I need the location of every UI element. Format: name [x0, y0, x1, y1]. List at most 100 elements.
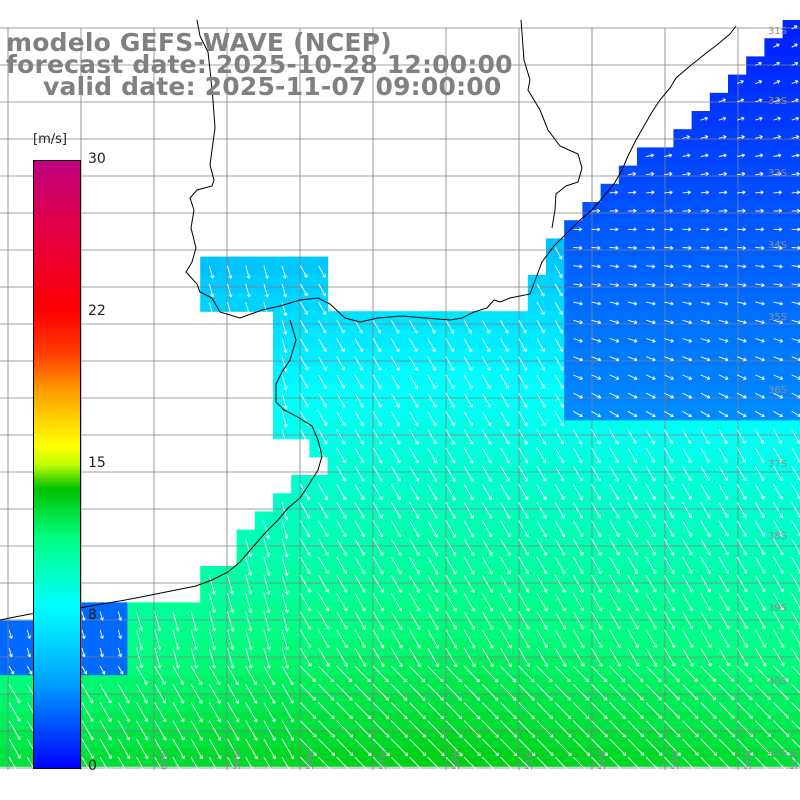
- wind-arrow-head: [254, 757, 258, 760]
- wind-arrow-head: [677, 772, 681, 775]
- wind-arrow: [536, 411, 546, 426]
- wind-arrow-head: [725, 282, 729, 286]
- wind-arrow-head: [469, 386, 473, 390]
- wind-arrow-head: [266, 591, 270, 595]
- wind-arrow-head: [471, 609, 475, 612]
- wind-arrow: [609, 483, 619, 500]
- wind-arrow: [773, 374, 783, 380]
- wind-arrow-head: [541, 386, 546, 390]
- wind-arrow: [645, 702, 663, 719]
- wind-arrow: [591, 447, 601, 463]
- wind-arrow-head: [561, 497, 565, 501]
- wind-arrow-head: [579, 479, 583, 482]
- wind-arrow: [627, 247, 637, 249]
- lon-label: 54W: [598, 749, 608, 770]
- wind-arrow-head: [778, 460, 783, 463]
- wind-arrow-head: [370, 752, 372, 756]
- wind-arrow-head: [669, 171, 673, 175]
- wind-arrow: [682, 247, 692, 249]
- wind-arrow-head: [694, 698, 698, 701]
- wind-arrow: [518, 593, 530, 612]
- wind-arrow-head: [322, 349, 327, 352]
- wind-arrow-head: [706, 247, 710, 250]
- wind-arrow-head: [633, 322, 638, 325]
- wind-arrow-head: [762, 645, 766, 648]
- wind-arrow-head: [705, 190, 709, 193]
- wind-arrow-head: [689, 394, 693, 399]
- wind-arrow-head: [779, 552, 784, 556]
- wind-arrow-head: [198, 682, 203, 686]
- wind-arrow-head: [651, 208, 655, 212]
- map-title-forecast-date: forecast date: 2025-10-28 12:00:00: [6, 50, 513, 79]
- wind-arrow-head: [16, 700, 20, 704]
- wind-arrow: [318, 556, 329, 575]
- wind-arrow-head: [796, 173, 800, 176]
- wind-arrow-head: [272, 738, 276, 741]
- wind-arrow: [336, 320, 345, 334]
- wind-arrow-head: [760, 247, 765, 250]
- wind-arrow-head: [688, 301, 692, 305]
- wind-arrow-head: [118, 654, 122, 658]
- wind-arrow-head: [306, 534, 310, 538]
- wind-arrow-head: [380, 646, 384, 649]
- wind-arrow-head: [101, 672, 105, 675]
- wind-arrow-head: [733, 715, 735, 719]
- wind-arrow-head: [8, 654, 12, 658]
- wind-arrow-head: [403, 717, 408, 720]
- wind-arrow-head: [283, 276, 287, 279]
- wind-arrow: [208, 629, 216, 650]
- wind-arrow: [773, 247, 783, 249]
- wind-arrow: [609, 429, 619, 445]
- wind-arrow-head: [585, 698, 589, 701]
- wind-arrow: [645, 502, 656, 519]
- wind-arrow-head: [788, 751, 790, 756]
- wind-arrow: [445, 502, 456, 519]
- wind-arrow: [463, 702, 481, 720]
- wind-arrow-head: [742, 515, 747, 519]
- wind-arrow-head: [506, 516, 511, 519]
- wind-arrow-head: [333, 715, 335, 719]
- wind-arrow-head: [544, 609, 548, 612]
- wind-arrow: [81, 684, 93, 704]
- wind-arrow: [518, 720, 536, 738]
- wind-arrow-head: [633, 173, 636, 176]
- wind-arrow-head: [307, 608, 311, 612]
- wind-arrow: [427, 593, 439, 612]
- wind-arrow: [81, 756, 94, 778]
- wind-arrow-head: [578, 227, 583, 230]
- wind-arrow-head: [118, 617, 122, 621]
- wind-arrow: [372, 593, 384, 612]
- wind-arrow-head: [671, 413, 674, 417]
- wind-arrow-head: [724, 284, 729, 288]
- lon-label: 58W: [306, 749, 316, 770]
- wind-arrow-head: [283, 406, 287, 409]
- wind-arrow: [736, 611, 748, 630]
- wind-arrow: [336, 356, 345, 371]
- wind-arrow-head: [459, 773, 463, 775]
- wind-arrow-head: [704, 135, 709, 137]
- wind-arrow-head: [333, 770, 336, 775]
- wind-arrow-head: [778, 441, 782, 445]
- wind-arrow-head: [653, 627, 657, 630]
- wind-arrow-head: [687, 171, 691, 175]
- wind-arrow-head: [606, 733, 608, 738]
- wind-arrow: [481, 502, 492, 519]
- wind-arrow-head: [489, 609, 493, 612]
- wind-arrow: [736, 647, 748, 667]
- wind-arrow: [354, 647, 366, 667]
- wind-arrow-head: [687, 229, 692, 232]
- wind-arrow-head: [624, 752, 627, 756]
- wind-arrow: [700, 191, 709, 194]
- wind-arrow: [481, 411, 492, 427]
- wind-arrow-head: [250, 665, 253, 669]
- wind-arrow: [664, 265, 674, 268]
- wind-arrow-head: [651, 497, 656, 500]
- wind-arrow: [336, 574, 347, 593]
- wind-arrow-head: [8, 636, 12, 639]
- wind-arrow-head: [141, 627, 144, 632]
- wind-arrow: [318, 756, 336, 775]
- wind-arrow-head: [780, 320, 784, 324]
- wind-arrow: [263, 538, 270, 558]
- wind-arrow: [646, 154, 654, 157]
- colorbar-tick: 15: [88, 455, 106, 471]
